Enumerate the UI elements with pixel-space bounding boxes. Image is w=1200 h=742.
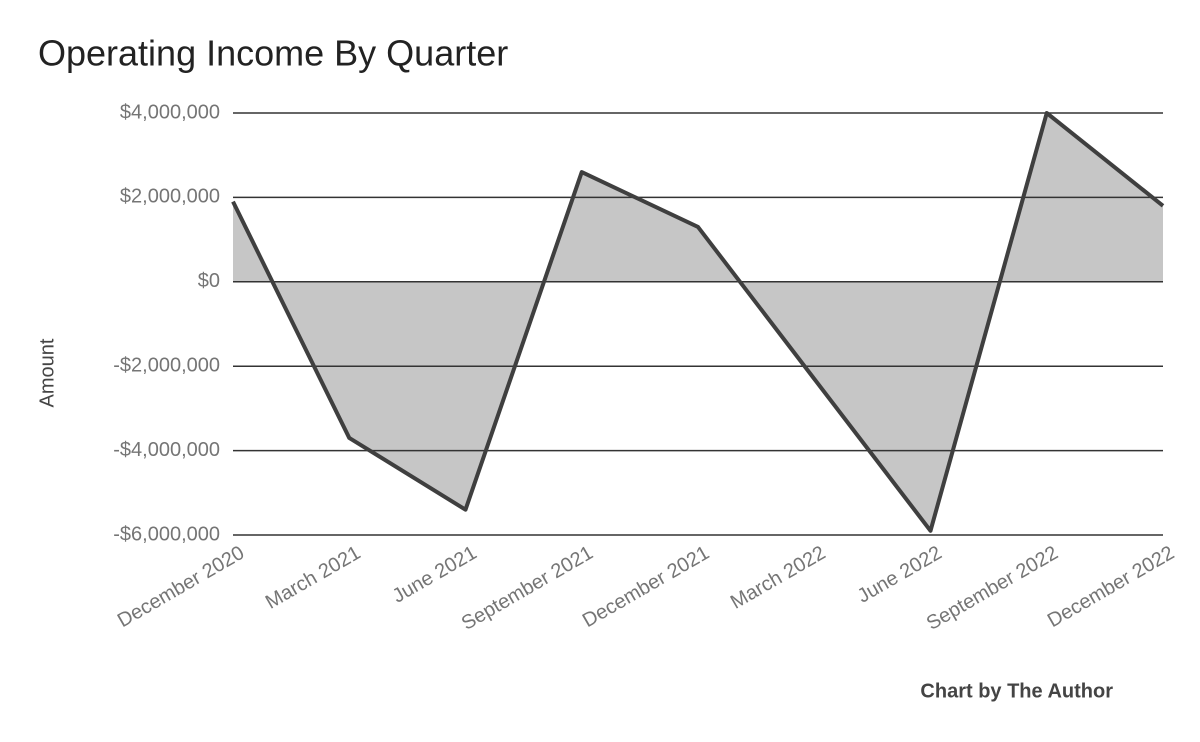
chart-title: Operating Income By Quarter bbox=[38, 33, 508, 74]
x-tick-label: December 2022 bbox=[1044, 542, 1178, 632]
credit: Chart by The Author bbox=[920, 680, 1113, 702]
x-tick-label: June 2022 bbox=[854, 542, 946, 608]
line bbox=[231, 111, 1165, 533]
x-tick-label: March 2021 bbox=[262, 542, 364, 614]
y-tick-label: $0 bbox=[198, 270, 220, 292]
x-tick-label: June 2021 bbox=[389, 542, 481, 608]
y-tick-label: -$4,000,000 bbox=[113, 439, 220, 461]
x-tick-label: September 2022 bbox=[923, 542, 1062, 635]
x-tick-label: December 2021 bbox=[579, 542, 713, 632]
y-tick-label: -$2,000,000 bbox=[113, 354, 220, 376]
area bbox=[233, 113, 1163, 531]
x-tick-label: December 2020 bbox=[114, 542, 248, 632]
x-tick-label: September 2021 bbox=[458, 542, 597, 635]
y-tick-label: $2,000,000 bbox=[120, 186, 220, 208]
y-tick-label: $4,000,000 bbox=[120, 101, 220, 123]
y-axis-title: Amount bbox=[36, 338, 58, 407]
y-tick-label: -$6,000,000 bbox=[113, 523, 220, 545]
x-tick-label: March 2022 bbox=[727, 542, 829, 614]
